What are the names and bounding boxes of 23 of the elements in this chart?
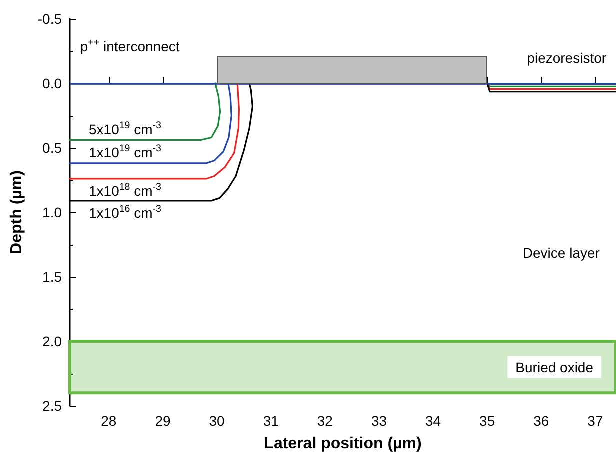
x-tick-label: 29	[155, 413, 171, 429]
y-tick-label: -0.5	[38, 11, 62, 27]
annotation: p++ interconnect	[80, 37, 180, 54]
y-tick-label: 1.5	[42, 269, 62, 285]
x-tick-label: 31	[263, 413, 280, 429]
y-tick-label: 1.0	[42, 204, 62, 220]
annotation: Device layer	[522, 245, 600, 261]
x-tick-label: 32	[317, 413, 334, 429]
y-tick-label: 0.0	[42, 76, 62, 92]
x-tick-label: 35	[480, 413, 496, 429]
y-tick-label: 2.0	[42, 334, 62, 350]
x-tick-label: 36	[534, 413, 550, 429]
y-tick-label: 2.5	[42, 398, 62, 414]
y-axis-title: Depth (µm)	[8, 170, 26, 254]
band-label: Buried oxide	[516, 359, 594, 376]
x-tick-label: 33	[371, 413, 388, 429]
x-tick-label: 28	[101, 413, 117, 429]
x-tick-label: 34	[425, 413, 442, 429]
x-axis-title: Lateral position (µm)	[264, 436, 422, 452]
x-tick-label: 37	[588, 413, 604, 429]
y-tick-label: 0.5	[42, 140, 62, 156]
annotation: piezoresistor	[527, 50, 607, 66]
x-tick-label: 30	[209, 413, 226, 429]
